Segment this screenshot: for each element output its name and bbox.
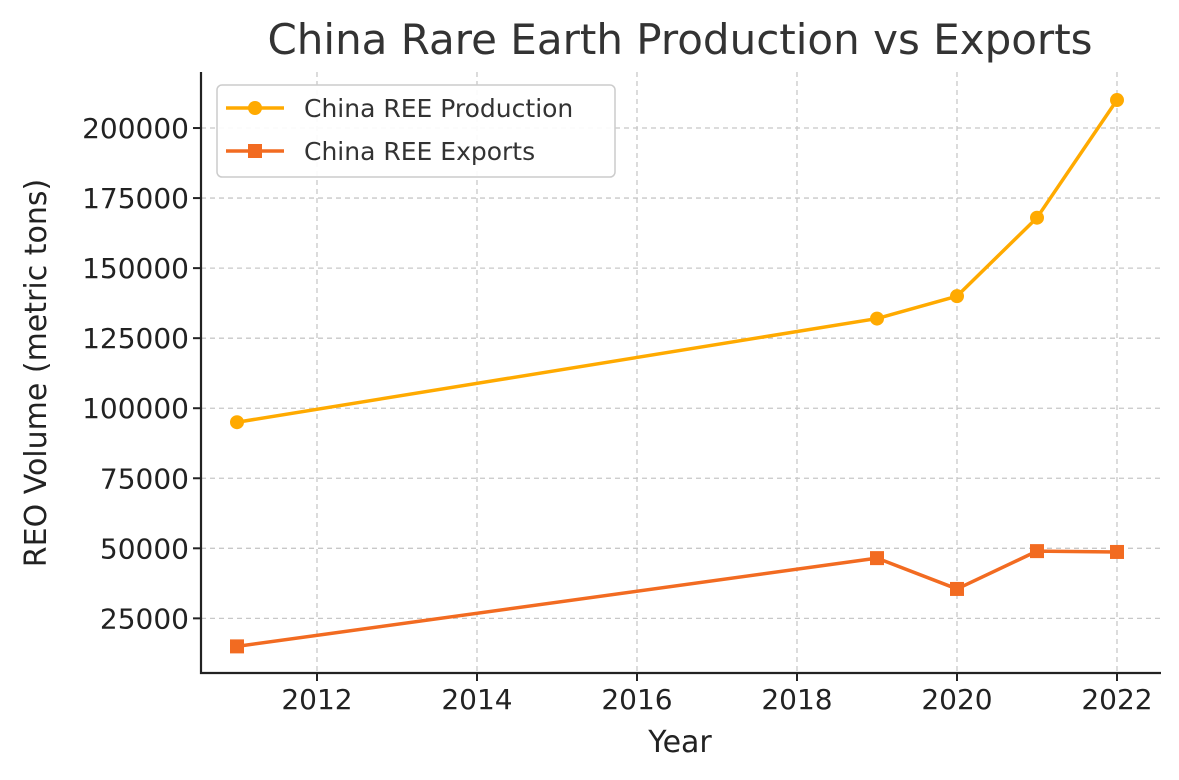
tick-labels: 2012 2014 2016 2018 2020 2022 25000 50000 75000 1…: [82, 112, 1153, 716]
data-point: [230, 415, 244, 430]
legend: China REE Production China REE Exports: [216, 84, 616, 178]
data-point: [230, 639, 244, 654]
legend-entry: China REE Exports: [226, 137, 535, 166]
legend-items: China REE Production China REE Exports: [226, 94, 573, 166]
x-tick-label: 2016: [601, 683, 672, 716]
data-point: [870, 311, 884, 326]
series-1: [230, 93, 1124, 430]
y-tick-label: 75000: [100, 462, 189, 495]
legend-swatch-marker: [248, 144, 262, 158]
legend-frame: [216, 84, 616, 178]
series-2: [230, 544, 1124, 654]
axis-spines: [199, 72, 1161, 675]
y-axis-label: REO Volume (metric tons): [19, 179, 54, 567]
data-point: [950, 581, 964, 596]
data-point: [870, 551, 884, 566]
y-tick-label: 25000: [100, 602, 189, 635]
x-tick-label: 2018: [761, 683, 832, 716]
grid-lines: [201, 72, 1161, 673]
legend-entry: China REE Production: [226, 94, 573, 123]
y-tick-label: 50000: [100, 532, 189, 565]
y-tick-label: 150000: [82, 252, 189, 285]
data-point: [1030, 544, 1044, 559]
y-tick-label: 175000: [82, 182, 189, 215]
data-point: [1030, 210, 1044, 225]
data-point: [1110, 544, 1124, 559]
series: [230, 93, 1124, 654]
x-tick-label: 2022: [1081, 683, 1152, 716]
x-axis-label: Year: [647, 725, 712, 760]
y-tick-label: 125000: [82, 322, 189, 355]
x-tick-label: 2012: [281, 683, 352, 716]
data-point: [950, 289, 964, 304]
series-line: [236, 549, 1118, 649]
y-tick-label: 100000: [82, 392, 189, 425]
chart-title: China Rare Earth Production vs Exports: [267, 15, 1092, 64]
legend-label: China REE Exports: [304, 137, 535, 166]
x-tick-label: 2020: [921, 683, 992, 716]
data-point: [1110, 93, 1124, 108]
x-tick-label: 2014: [441, 683, 512, 716]
legend-label: China REE Production: [304, 94, 573, 123]
axes: [193, 72, 1161, 681]
y-tick-label: 200000: [82, 112, 189, 145]
legend-swatch-marker: [248, 101, 262, 115]
